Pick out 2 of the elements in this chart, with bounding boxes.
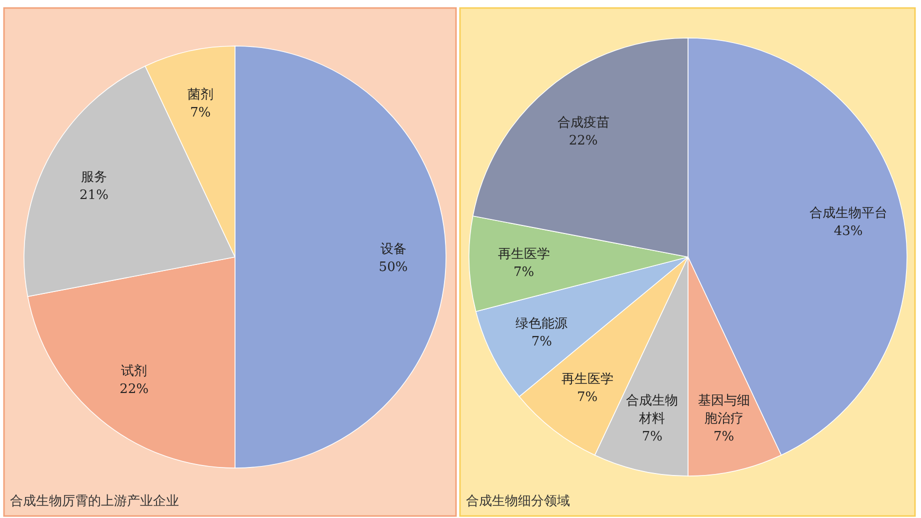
title: 合成生物厉霄的上游产业企业 <box>10 494 179 509</box>
title: 合成生物细分领域 <box>466 494 570 509</box>
